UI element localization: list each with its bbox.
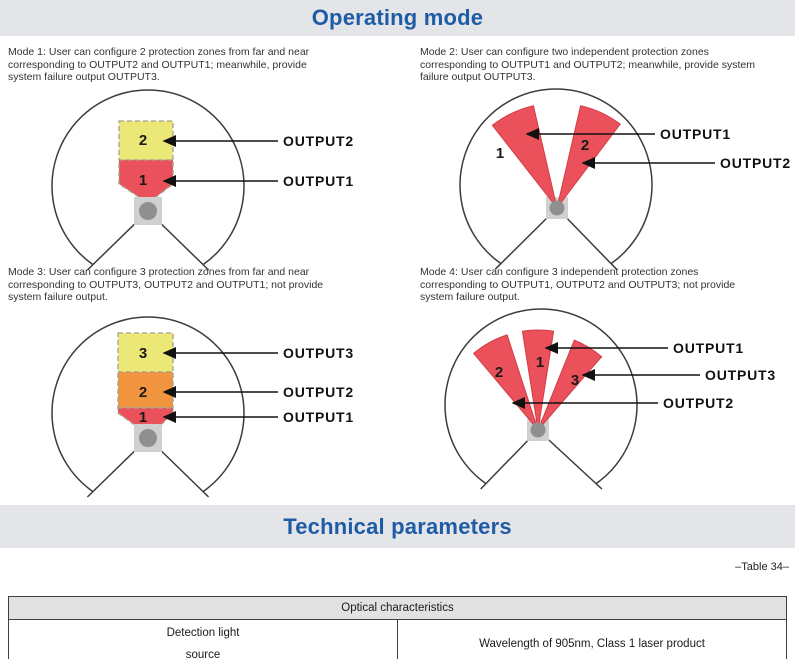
table-row: Detection light source Wavelength of 905…: [8, 619, 787, 659]
protection-zone-wedge-1: [491, 105, 558, 209]
zone-number: 2: [139, 132, 147, 149]
mode4-description-line: system failure output.: [420, 291, 520, 304]
table-section-header-row: Optical characteristics: [8, 596, 787, 620]
protection-zone-near: [118, 159, 174, 204]
parameter-cell: Detection light source: [8, 619, 398, 659]
mode4-description: Mode 4: User can configure 3 independent…: [420, 266, 735, 304]
parameter-name: Detection light source: [166, 627, 240, 659]
output-label: OUTPUT1: [673, 340, 744, 356]
output-label: OUTPUT2: [663, 395, 734, 411]
mode3-description-line: corresponding to OUTPUT3, OUTPUT2 and OU…: [8, 278, 324, 291]
mode1-description-line: Mode 1: User can configure 2 protection …: [8, 46, 310, 58]
output-label: OUTPUT3: [705, 367, 776, 383]
output-label: OUTPUT1: [660, 126, 731, 142]
mode2-description: Mode 2: User can configure two independe…: [420, 46, 755, 84]
sensor-dot: [139, 429, 157, 447]
protection-zone-wedge-1: [521, 329, 555, 431]
zone-number: 1: [139, 172, 147, 189]
mode3-description: Mode 3: User can configure 3 protection …: [8, 266, 323, 304]
mode4-diagram: 2 1 3 OUTPUT1 OUTPUT3 OUTPUT2: [444, 308, 776, 490]
mode2-description-line: failure output OUTPUT3.: [420, 71, 536, 84]
output-label: OUTPUT1: [283, 409, 354, 425]
output-label: OUTPUT2: [283, 384, 354, 400]
zone-number: 2: [581, 137, 589, 154]
zone-number: 2: [495, 364, 503, 381]
zone-number: 1: [496, 145, 504, 162]
zone-number: 1: [139, 409, 147, 426]
protection-zone-near: [117, 407, 174, 427]
mode4-description-line: corresponding to OUTPUT1, OUTPUT2 and OU…: [420, 278, 736, 291]
zone-number: 3: [139, 345, 147, 362]
sensor-dot: [530, 422, 546, 438]
mode1-description-line: corresponding to OUTPUT2 and OUTPUT1; me…: [8, 58, 307, 71]
mode1-description: Mode 1: User can configure 2 protection …: [8, 46, 309, 84]
output-label: OUTPUT3: [283, 345, 354, 361]
scan-field-outline: [459, 88, 653, 265]
mode2-description-line: corresponding to OUTPUT1 and OUTPUT2; me…: [420, 58, 755, 71]
sensor-dot: [139, 202, 157, 220]
zone-number: 1: [536, 354, 544, 371]
mode1-diagram: 2 1 OUTPUT2 OUTPUT1: [51, 89, 354, 271]
section-title-operating-mode: Operating mode: [311, 5, 484, 30]
output-label: OUTPUT2: [283, 133, 354, 149]
scan-field-outline: [51, 316, 245, 493]
table-caption: –Table 34–: [735, 561, 789, 573]
mode2-description-line: Mode 2: User can configure two independe…: [420, 46, 709, 58]
output-label: OUTPUT1: [283, 173, 354, 189]
mode1-description-line: system failure output OUTPUT3.: [8, 71, 160, 84]
zone-number: 3: [571, 372, 579, 389]
value-cell: Wavelength of 905nm, Class 1 laser produ…: [397, 619, 787, 659]
mode3-description-line: Mode 3: User can configure 3 protection …: [8, 266, 310, 278]
section-title-technical-parameters: Technical parameters: [283, 513, 512, 539]
scan-field-outline: [444, 308, 638, 485]
scan-field-outline: [51, 89, 245, 266]
optical-characteristics-table: Optical characteristics Detection light …: [8, 596, 787, 659]
operating-mode-section-band: Operating mode: [0, 0, 795, 36]
protection-zone-wedge-2: [556, 105, 621, 209]
zone-number: 2: [139, 384, 147, 401]
mode3-diagram: 3 2 1 OUTPUT3 OUTPUT2 OUTPUT1: [51, 316, 354, 498]
table-section-header: Optical characteristics: [8, 596, 787, 620]
mode2-diagram: 1 2 OUTPUT1 OUTPUT2: [459, 88, 791, 270]
technical-parameters-section-band: Technical parameters: [0, 505, 795, 548]
mode4-description-line: Mode 4: User can configure 3 independent…: [420, 266, 699, 278]
sensor-dot: [549, 200, 565, 216]
mode3-description-line: system failure output.: [8, 291, 108, 304]
output-label: OUTPUT2: [720, 155, 791, 171]
